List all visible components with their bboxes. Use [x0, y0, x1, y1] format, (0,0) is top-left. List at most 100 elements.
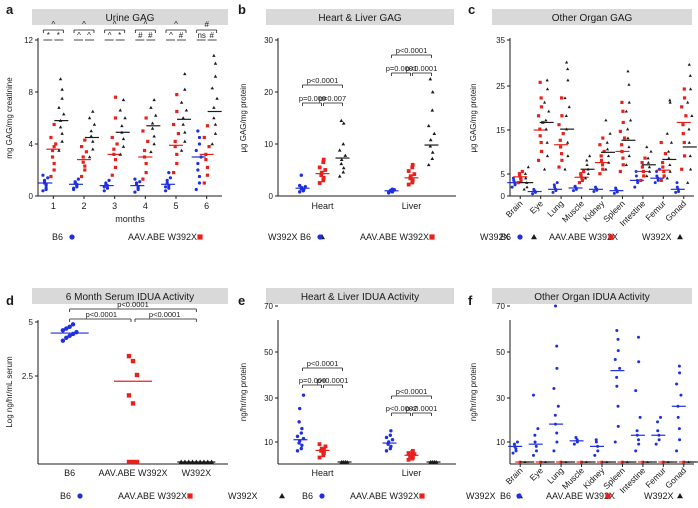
- data-point: [426, 162, 431, 167]
- x-tick-label: Heart: [311, 468, 334, 478]
- data-point: [531, 192, 535, 196]
- legend-label: AAV.ABE W392X: [546, 491, 615, 501]
- data-point: [566, 140, 570, 144]
- legend-marker: [608, 234, 614, 240]
- data-point: [323, 168, 328, 172]
- data-point: [600, 163, 605, 167]
- data-point: [545, 154, 550, 158]
- data-point: [138, 180, 142, 184]
- data-point: [565, 60, 569, 64]
- legend-label: AAV.ABE W392X: [549, 232, 618, 242]
- data-point: [510, 185, 514, 189]
- y-tick-label: 10: [264, 140, 273, 149]
- data-point: [602, 149, 606, 154]
- data-point: [582, 169, 586, 174]
- data-point: [555, 366, 559, 370]
- data-point: [126, 459, 132, 465]
- legend-marker: [197, 234, 203, 240]
- data-point: [317, 165, 322, 170]
- y-tick-label: 10: [496, 438, 505, 447]
- data-point: [599, 158, 604, 162]
- data-point: [41, 173, 45, 177]
- data-point: [665, 131, 669, 135]
- data-point: [642, 174, 646, 178]
- data-point: [688, 87, 693, 91]
- sig-mark: ns: [197, 31, 205, 40]
- data-point: [522, 187, 526, 191]
- data-point: [73, 180, 77, 184]
- data-point: [67, 333, 72, 339]
- data-point: [555, 440, 559, 444]
- data-point: [144, 161, 148, 166]
- data-point: [194, 148, 198, 153]
- data-point: [76, 177, 80, 181]
- data-point: [563, 96, 567, 100]
- data-point: [410, 162, 415, 167]
- x-tick-label: 3: [112, 201, 117, 211]
- data-point: [635, 429, 639, 433]
- data-point: [149, 105, 153, 109]
- legend-label: B6: [302, 491, 313, 501]
- data-point: [551, 190, 555, 194]
- data-point: [321, 450, 326, 454]
- data-point: [574, 435, 578, 439]
- y-tick-label: 8: [29, 88, 34, 97]
- data-point: [542, 167, 547, 171]
- data-point: [87, 116, 92, 120]
- p-value: p=0.009: [299, 376, 326, 385]
- data-point: [517, 172, 522, 176]
- panel-letter: c: [468, 2, 475, 17]
- data-point: [612, 191, 616, 195]
- data-point: [81, 155, 85, 159]
- data-point: [614, 186, 618, 190]
- y-tick-label: 20: [264, 88, 273, 97]
- data-point: [560, 114, 564, 118]
- data-point: [649, 149, 653, 153]
- data-point: [616, 337, 620, 341]
- data-point: [680, 105, 684, 109]
- data-point: [663, 152, 668, 156]
- data-point: [62, 112, 66, 116]
- data-point: [184, 108, 189, 112]
- data-point: [525, 185, 529, 189]
- data-point: [410, 165, 415, 170]
- data-point: [152, 134, 156, 138]
- y-tick-label: 10: [264, 438, 273, 447]
- panel-title-band: [492, 9, 692, 25]
- data-point: [104, 181, 108, 185]
- legend-label: AAV.ABE W392X: [360, 232, 429, 242]
- data-point: [533, 440, 537, 444]
- data-point: [46, 176, 50, 180]
- data-point: [164, 185, 168, 189]
- data-point: [624, 163, 628, 167]
- data-point: [134, 372, 140, 378]
- data-point: [60, 328, 66, 333]
- data-point: [298, 190, 302, 194]
- data-point: [656, 178, 660, 182]
- data-point: [604, 118, 608, 122]
- data-point: [181, 116, 185, 120]
- data-point: [113, 116, 118, 120]
- data-point: [636, 438, 640, 442]
- data-point: [687, 127, 691, 131]
- data-point: [339, 161, 344, 166]
- data-point: [317, 181, 322, 185]
- sig-mark: *: [57, 31, 60, 40]
- data-point: [594, 185, 597, 189]
- x-tick-label: Liver: [402, 201, 422, 211]
- sig-mark: ^: [77, 31, 81, 40]
- data-point: [559, 145, 563, 149]
- data-point: [669, 140, 674, 144]
- data-point: [688, 154, 692, 158]
- data-point: [52, 161, 56, 166]
- data-point: [514, 447, 518, 451]
- legend-marker: [429, 234, 435, 240]
- p-value: p<0.0001: [406, 404, 438, 413]
- data-point: [141, 129, 145, 133]
- data-point: [585, 158, 589, 162]
- data-point: [613, 440, 617, 444]
- data-point: [566, 67, 570, 71]
- data-point: [606, 154, 611, 158]
- data-point: [678, 371, 682, 375]
